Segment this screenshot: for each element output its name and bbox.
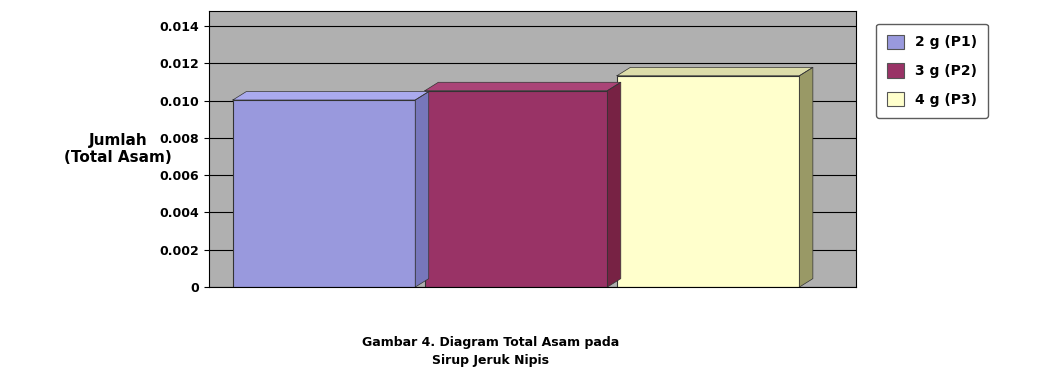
Bar bbox=[425, 91, 608, 287]
Polygon shape bbox=[617, 67, 813, 76]
Y-axis label: Jumlah
(Total Asam): Jumlah (Total Asam) bbox=[65, 133, 172, 165]
Polygon shape bbox=[800, 67, 813, 287]
Bar bbox=[617, 76, 800, 287]
Polygon shape bbox=[416, 92, 429, 287]
Polygon shape bbox=[425, 82, 621, 91]
Text: Sirup Jeruk Nipis: Sirup Jeruk Nipis bbox=[432, 354, 549, 367]
Legend: 2 g (P1), 3 g (P2), 4 g (P3): 2 g (P1), 3 g (P2), 4 g (P3) bbox=[876, 24, 988, 118]
Bar bbox=[233, 100, 416, 287]
Polygon shape bbox=[233, 92, 429, 100]
Text: Gambar 4. Diagram Total Asam pada: Gambar 4. Diagram Total Asam pada bbox=[362, 336, 619, 349]
Polygon shape bbox=[608, 82, 621, 287]
